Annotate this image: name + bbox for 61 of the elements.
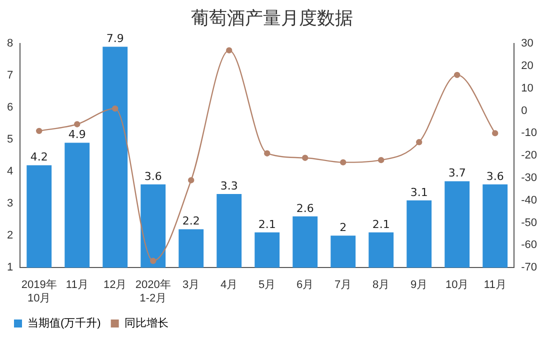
y-tick-label: 1 — [6, 262, 14, 274]
point — [492, 130, 498, 136]
y2-tick-label: 0 — [521, 104, 528, 117]
point — [340, 159, 346, 166]
data-label: 2 — [340, 220, 347, 234]
point — [454, 72, 460, 78]
y-tick-label: 5 — [6, 134, 14, 146]
y2-tick-label: -40 — [521, 194, 538, 206]
data-label: 2.6 — [296, 202, 314, 215]
data-label: 3.7 — [448, 166, 466, 180]
x-tick-label: 11月 — [484, 279, 506, 292]
point — [112, 105, 118, 112]
data-label: 3.6 — [144, 170, 162, 183]
data-label: 4.9 — [68, 128, 86, 142]
x-tick-label: 8月 — [372, 279, 390, 292]
point — [264, 150, 270, 156]
x-tick-label: 9月 — [410, 279, 428, 292]
x-tick-label: 7月 — [334, 279, 352, 292]
point — [36, 128, 42, 134]
y-tick-label: 2 — [6, 230, 14, 242]
y2-tick-label: -50 — [521, 216, 538, 229]
y2-tick-label: -60 — [521, 239, 538, 252]
data-label: 2.2 — [182, 214, 200, 228]
y-tick-label: 4 — [6, 166, 14, 178]
data-label: 2.1 — [372, 218, 390, 231]
y2-tick-label: 20 — [521, 60, 534, 72]
point — [416, 139, 422, 146]
x-tick-label: 6月 — [296, 279, 314, 292]
x-tick-label: 10月 — [445, 279, 469, 292]
y2-tick-label: -30 — [521, 172, 538, 184]
point — [150, 258, 156, 264]
data-label: 3.3 — [220, 179, 238, 192]
y-tick-label: 6 — [6, 102, 14, 114]
point — [74, 121, 80, 128]
data-label: 3.1 — [410, 186, 428, 199]
y-tick-label: 7 — [6, 70, 14, 82]
x-tick-label: 2020年 1-2月 — [135, 279, 171, 304]
data-label: 7.9 — [106, 32, 124, 46]
point — [226, 47, 232, 54]
legend-label: 同比增长 — [124, 316, 168, 330]
x-tick-label: 4月 — [220, 279, 238, 292]
x-tick-label: 2019年 10月 — [21, 279, 57, 304]
chart-title: 葡萄酒产量月度数据 — [190, 7, 354, 30]
x-tick-label: 5月 — [258, 279, 276, 292]
y2-tick-label: -10 — [521, 127, 538, 140]
data-label: 4.2 — [30, 150, 48, 164]
point — [378, 156, 384, 164]
point — [188, 177, 194, 184]
x-tick-label: 11月 — [66, 279, 88, 292]
y-tick-label: 8 — [6, 38, 14, 50]
y2-tick-label: 10 — [521, 82, 534, 94]
y2-tick-label: -20 — [521, 150, 538, 162]
y2-tick-label: 30 — [521, 38, 534, 50]
data-label: 3.6 — [486, 170, 504, 183]
y-tick-label: 3 — [6, 198, 14, 210]
legend-label: 当期值(万千升) — [28, 316, 101, 330]
x-tick-label: 3月 — [182, 279, 200, 292]
x-tick-label: 12月 — [103, 279, 127, 292]
data-label: 2.1 — [258, 218, 276, 231]
point — [302, 154, 308, 161]
y2-tick-label: -70 — [521, 262, 538, 274]
